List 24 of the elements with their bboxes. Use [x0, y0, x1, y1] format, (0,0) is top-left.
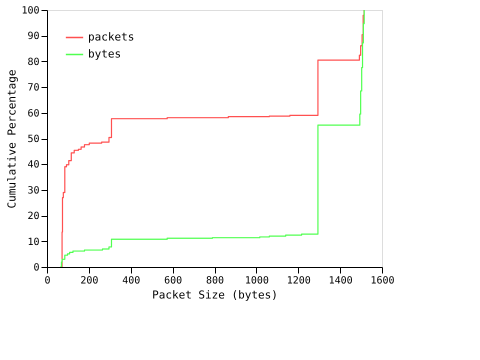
y-tick-label: 30: [27, 185, 40, 196]
y-tick-label: 40: [27, 160, 40, 171]
y-tick-label: 10: [27, 236, 40, 248]
y-tick-label: 0: [33, 262, 40, 274]
x-tick-label: 400: [122, 276, 140, 286]
x-tick-label: 200: [80, 276, 98, 286]
y-tick-label: 20: [27, 211, 40, 222]
y-tick-label: 60: [27, 108, 40, 120]
y-axis-title: Cumulative Percentage: [5, 69, 18, 209]
x-tick-label: 1600: [370, 276, 395, 286]
y-tick-label: 70: [27, 82, 40, 94]
y-tick-label: 50: [27, 134, 40, 145]
y-tick-label: 80: [27, 56, 40, 68]
x-axis-title: Packet Size (bytes): [152, 288, 278, 302]
y-tick-label: 100: [21, 6, 40, 16]
legend-label: packets: [88, 30, 134, 44]
legend-label: bytes: [88, 48, 122, 60]
x-tick-label: 1000: [244, 276, 269, 286]
x-tick-label: 800: [206, 276, 224, 286]
x-tick-label: 600: [164, 276, 182, 286]
y-tick-label: 90: [27, 31, 40, 42]
x-tick-label: 0: [44, 276, 51, 286]
x-tick-label: 1200: [286, 276, 311, 286]
x-tick-label: 1400: [328, 276, 353, 286]
